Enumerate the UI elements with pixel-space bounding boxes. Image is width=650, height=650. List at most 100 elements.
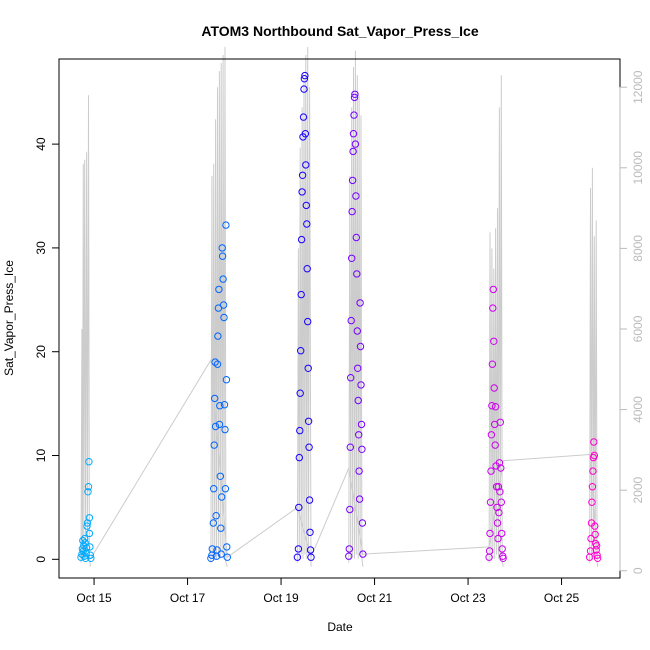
data-point	[213, 360, 222, 368]
data-point	[208, 545, 217, 553]
x-tick-label: Oct 15	[76, 591, 112, 605]
altitude-line-3	[296, 46, 312, 567]
data-point	[215, 420, 224, 429]
data-point	[223, 553, 232, 561]
data-point	[355, 467, 363, 475]
data-point	[354, 364, 362, 372]
data-point	[589, 467, 597, 475]
data-point	[81, 539, 89, 547]
data-point	[355, 431, 363, 439]
plot-box	[58, 58, 621, 579]
data-point	[295, 453, 303, 462]
data-point	[592, 546, 600, 554]
data-point	[491, 441, 499, 449]
data-point	[86, 543, 94, 551]
data-point	[297, 290, 305, 299]
data-point	[345, 552, 353, 560]
data-points	[77, 71, 602, 562]
data-point	[494, 483, 503, 491]
data-point	[298, 188, 306, 196]
data-point	[82, 549, 90, 557]
data-point	[491, 403, 500, 411]
altitude-line-2	[210, 46, 228, 567]
right-tick-label: 2000	[631, 476, 645, 503]
right-tick-label: 12000	[631, 70, 645, 104]
data-point	[221, 485, 230, 493]
data-point	[499, 554, 507, 562]
data-point	[587, 534, 595, 543]
y-tick-label: 0	[34, 556, 48, 563]
data-point	[352, 233, 360, 242]
data-point	[304, 364, 312, 372]
data-point	[493, 503, 501, 512]
data-point	[347, 316, 355, 325]
data-point	[348, 254, 356, 262]
data-point	[85, 514, 94, 522]
data-point	[497, 464, 505, 472]
data-point	[356, 299, 364, 307]
y-axis: 0 10 20 30 40	[34, 137, 60, 563]
data-point	[79, 536, 87, 545]
data-point	[300, 75, 309, 83]
altitude-lines	[80, 46, 599, 567]
chart-title: ATOM3 Northbound Sat_Vapor_Press_Ice	[201, 23, 478, 39]
data-point	[84, 483, 93, 491]
right-tick-label: 4000	[631, 396, 645, 423]
data-point	[298, 171, 307, 180]
data-point	[349, 130, 358, 138]
data-point	[294, 545, 303, 553]
data-point	[212, 512, 220, 520]
data-point	[220, 313, 228, 322]
data-point	[354, 396, 362, 405]
data-point	[297, 235, 306, 244]
right-tick-label: 8000	[631, 235, 645, 262]
data-point	[495, 459, 504, 467]
data-point	[346, 443, 354, 451]
data-point	[219, 275, 227, 283]
data-point	[488, 402, 496, 410]
data-point	[353, 327, 361, 335]
data-point	[591, 530, 599, 539]
data-point	[493, 519, 502, 527]
x-axis: Oct 15 Oct 17 Oct 19 Oct 21 Oct 23 Oct 25	[76, 577, 580, 605]
data-point	[591, 522, 599, 530]
data-point	[219, 301, 228, 309]
data-point	[355, 495, 364, 503]
data-point	[306, 528, 314, 536]
y-tick-label: 10	[34, 449, 48, 463]
data-point	[347, 374, 355, 382]
data-point	[209, 519, 218, 527]
data-point	[358, 519, 367, 527]
x-tick-label: Oct 25	[544, 591, 580, 605]
data-point	[588, 483, 597, 491]
data-point	[85, 458, 93, 466]
data-point	[487, 467, 495, 475]
data-point	[495, 508, 503, 517]
data-point	[359, 550, 367, 558]
y-tick-label: 40	[34, 137, 48, 151]
right-tick-label: 6000	[631, 315, 645, 342]
data-point	[85, 529, 94, 538]
data-point	[489, 304, 497, 312]
connector-path	[90, 358, 599, 559]
data-point	[213, 546, 221, 554]
data-point	[351, 140, 360, 148]
data-point	[81, 534, 89, 543]
data-point	[303, 220, 311, 228]
data-point	[353, 270, 361, 278]
data-point	[305, 443, 313, 451]
right-tick-label: 0	[631, 567, 645, 574]
y-tick-label: 20	[34, 345, 48, 359]
data-point	[348, 176, 357, 185]
data-point	[82, 544, 91, 552]
data-point	[496, 488, 504, 496]
data-point	[300, 85, 308, 93]
data-point	[350, 93, 359, 102]
data-point	[306, 546, 315, 554]
data-point	[210, 485, 218, 493]
data-point	[489, 285, 497, 294]
data-point	[222, 376, 231, 384]
altitude-line-6	[589, 167, 599, 567]
data-point	[357, 381, 365, 389]
